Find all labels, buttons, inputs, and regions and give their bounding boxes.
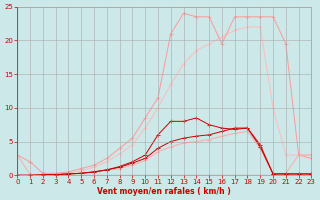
X-axis label: Vent moyen/en rafales ( km/h ): Vent moyen/en rafales ( km/h ): [98, 187, 231, 196]
